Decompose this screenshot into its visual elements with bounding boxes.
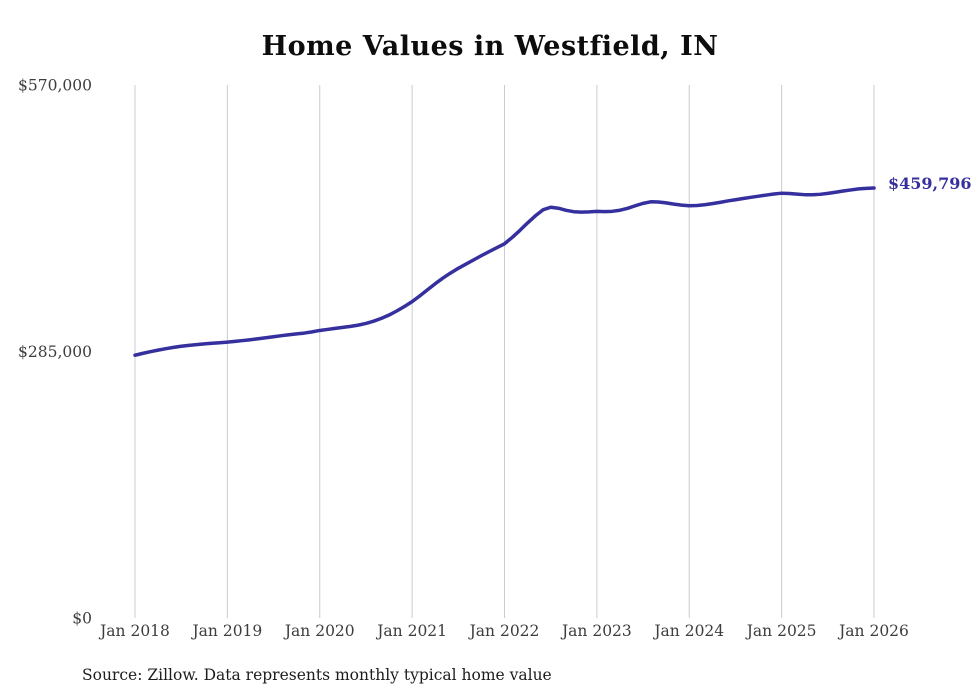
x-tick-label: Jan 2022 — [468, 622, 540, 640]
x-tick-label: Jan 2018 — [98, 622, 170, 640]
chart-title: Home Values in Westfield, IN — [261, 31, 719, 62]
x-tick-label: Jan 2019 — [190, 622, 262, 640]
x-tick-label: Jan 2025 — [745, 622, 817, 640]
source-note: Source: Zillow. Data represents monthly … — [82, 666, 552, 684]
x-tick-label: Jan 2024 — [652, 622, 724, 640]
x-tick-label: Jan 2020 — [283, 622, 355, 640]
x-tick-label: Jan 2021 — [375, 622, 447, 640]
home-value-line — [133, 186, 876, 357]
y-tick-label: $0 — [72, 610, 92, 628]
y-tick-label: $570,000 — [18, 77, 92, 95]
y-tick-label: $285,000 — [18, 343, 92, 361]
x-tick-label: Jan 2023 — [560, 622, 632, 640]
x-tick-label: Jan 2026 — [837, 622, 909, 640]
final-value-label: $459,796 — [888, 174, 972, 194]
